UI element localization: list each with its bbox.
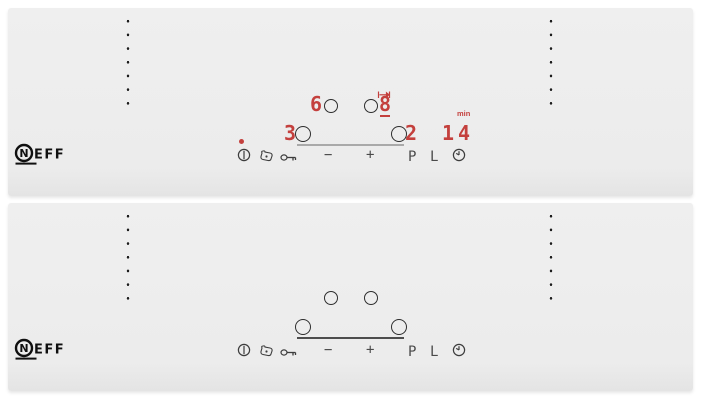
zone-select-rear-left[interactable] [324, 291, 338, 305]
flex-zone-arrow-icon [377, 86, 391, 104]
logo-rest-letters: EFF [34, 343, 65, 358]
neff-logo: N EFF [14, 338, 78, 367]
zone-select-front-right[interactable] [391, 126, 407, 142]
light-button[interactable]: L [430, 149, 439, 165]
plus-button[interactable]: + [366, 342, 375, 358]
zone-selected-underline [380, 115, 390, 117]
zone-select-front-left[interactable] [295, 126, 311, 142]
dot-column-right [549, 214, 553, 310]
zone-select-rear-left[interactable] [324, 99, 338, 113]
neff-logo: N EFF [14, 143, 78, 172]
led-timer-unit: min [457, 109, 471, 118]
boost-button[interactable]: P [408, 344, 417, 360]
timer-clock-icon[interactable] [452, 148, 466, 162]
led-level-front-right: 2 [405, 121, 418, 145]
logo-rest-letters: EFF [34, 148, 65, 163]
zone-select-rear-right[interactable] [364, 99, 378, 113]
power-slider-line[interactable] [297, 337, 404, 339]
logo-circle-letter: N [19, 342, 28, 355]
power-indicator-led [239, 139, 244, 144]
dot-column-left [126, 19, 130, 115]
pan-icon[interactable] [259, 149, 274, 162]
minus-button[interactable]: − [324, 342, 333, 358]
boost-button[interactable]: P [408, 149, 417, 165]
light-button[interactable]: L [430, 344, 439, 360]
led-level-rear-right: 8 [379, 92, 392, 116]
power-button[interactable] [237, 148, 251, 162]
minus-button[interactable]: − [324, 147, 333, 163]
hob-control-panel-off: N EFF − + P L [8, 203, 693, 391]
childlock-key-icon[interactable] [280, 348, 297, 357]
hob-control-panel-on: N EFF 6 8 3 2 14 min [8, 8, 693, 196]
power-slider-line[interactable] [297, 144, 404, 146]
pan-icon[interactable] [259, 344, 274, 357]
zone-select-front-right[interactable] [391, 319, 407, 335]
logo-circle-letter: N [19, 147, 28, 160]
plus-button[interactable]: + [366, 147, 375, 163]
timer-clock-icon[interactable] [452, 343, 466, 357]
led-timer-value: 14 [442, 121, 475, 145]
dot-column-right [549, 19, 553, 115]
led-level-rear-left: 6 [310, 92, 323, 116]
childlock-key-icon[interactable] [280, 153, 297, 162]
zone-select-front-left[interactable] [295, 319, 311, 335]
zone-select-rear-right[interactable] [364, 291, 378, 305]
led-level-front-left: 3 [284, 121, 297, 145]
dot-column-left [126, 214, 130, 310]
power-button[interactable] [237, 343, 251, 357]
